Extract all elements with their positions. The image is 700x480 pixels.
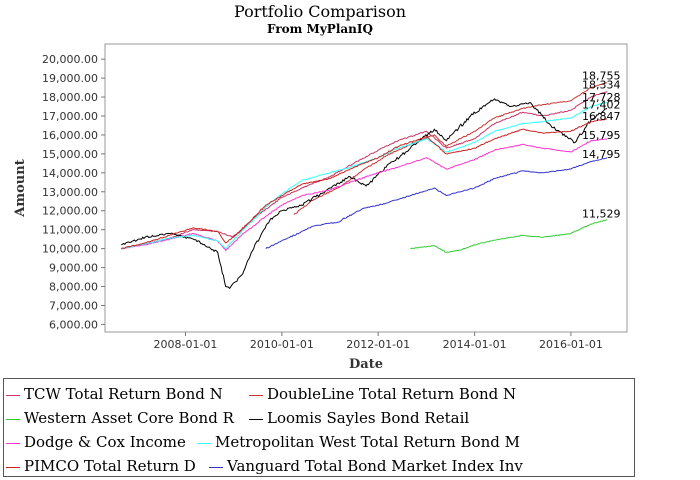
end-value-label: 18,755: [582, 70, 621, 83]
series-line: [121, 98, 608, 290]
x-axis: 2008-01-01 2010-01-01 2012-01-01 2014-01-01…: [154, 332, 603, 351]
legend-swatch: [6, 466, 20, 468]
legend-item: TCW Total Return Bond N: [6, 382, 223, 406]
legend-swatch: [6, 418, 20, 420]
y-tick-label: 10,000.00: [42, 243, 98, 256]
legend-swatch: [6, 442, 20, 444]
x-tick-label: 2010-01-01: [250, 338, 314, 351]
end-value-label: 16,847: [582, 110, 621, 123]
chart-subtitle: From MyPlanIQ: [267, 22, 373, 36]
series-lines: [120, 82, 608, 290]
legend-swatch: [6, 394, 20, 396]
x-tick-label: 2012-01-01: [346, 338, 410, 351]
y-tick-label: 20,000.00: [42, 53, 98, 66]
end-value-label: 15,795: [582, 129, 621, 142]
y-tick-label: 13,000.00: [42, 186, 98, 199]
x-tick-label: 2008-01-01: [154, 338, 218, 351]
y-tick-label: 9,000.00: [49, 262, 98, 275]
y-tick-label: 11,000.00: [42, 224, 98, 237]
legend: TCW Total Return Bond N DoubleLine Total …: [3, 378, 635, 477]
y-tick-label: 6,000.00: [49, 318, 98, 331]
y-tick-label: 18,000.00: [42, 91, 98, 104]
series-line: [121, 101, 608, 250]
legend-item: Metropolitan West Total Return Bond M: [197, 430, 520, 454]
y-tick-label: 14,000.00: [42, 167, 98, 180]
legend-swatch: [197, 442, 211, 444]
y-tick-label: 7,000.00: [49, 299, 98, 312]
legend-label: PIMCO Total Return D: [24, 457, 196, 475]
series-line: [121, 138, 608, 252]
y-tick-label: 15,000.00: [42, 148, 98, 161]
y-axis-label: Amount: [13, 159, 28, 217]
legend-label: Loomis Sayles Bond Retail: [267, 409, 470, 427]
series-line: [293, 82, 608, 215]
end-value-label: 17,402: [582, 98, 621, 111]
end-value-label: 17,728: [582, 91, 621, 104]
x-axis-label: Date: [349, 357, 383, 372]
legend-item: PIMCO Total Return D: [6, 454, 196, 478]
legend-label: Dodge & Cox Income: [24, 433, 186, 451]
y-tick-label: 16,000.00: [42, 129, 98, 142]
y-tick-label: 12,000.00: [42, 205, 98, 218]
y-tick-label: 19,000.00: [42, 72, 98, 85]
end-value-label: 11,529: [582, 208, 621, 221]
line-chart: Portfolio Comparison From MyPlanIQ 6,000…: [13, 2, 628, 372]
end-value-label: 14,795: [582, 148, 621, 161]
series-line: [265, 157, 608, 249]
series-line: [121, 90, 608, 250]
legend-label: Vanguard Total Bond Market Index Inv: [227, 457, 523, 475]
legend-item: Loomis Sayles Bond Retail: [249, 406, 469, 430]
legend-item: Vanguard Total Bond Market Index Inv: [209, 454, 523, 478]
legend-label: DoubleLine Total Return Bond N: [267, 385, 517, 403]
legend-label: TCW Total Return Bond N: [24, 385, 223, 403]
x-tick-label: 2016-01-01: [539, 338, 603, 351]
series-line: [410, 219, 608, 253]
legend-swatch: [249, 394, 263, 396]
end-value-label: 18,334: [582, 79, 621, 92]
plot-area: [104, 43, 628, 333]
chart-title: Portfolio Comparison: [234, 2, 406, 21]
y-tick-label: 8,000.00: [49, 281, 98, 294]
y-axis: 6,000.00 7,000.00 8,000.00 9,000.00 10,000.0…: [42, 53, 105, 331]
legend-label: Western Asset Core Bond R: [24, 409, 234, 427]
x-tick-label: 2014-01-01: [443, 338, 507, 351]
series-line: [120, 118, 608, 250]
legend-label: Metropolitan West Total Return Bond M: [215, 433, 520, 451]
legend-item: Western Asset Core Bond R: [6, 406, 234, 430]
legend-swatch: [209, 466, 223, 468]
legend-item: DoubleLine Total Return Bond N: [249, 382, 516, 406]
legend-item: Dodge & Cox Income: [6, 430, 186, 454]
legend-swatch: [249, 418, 263, 420]
y-tick-label: 17,000.00: [42, 110, 98, 123]
